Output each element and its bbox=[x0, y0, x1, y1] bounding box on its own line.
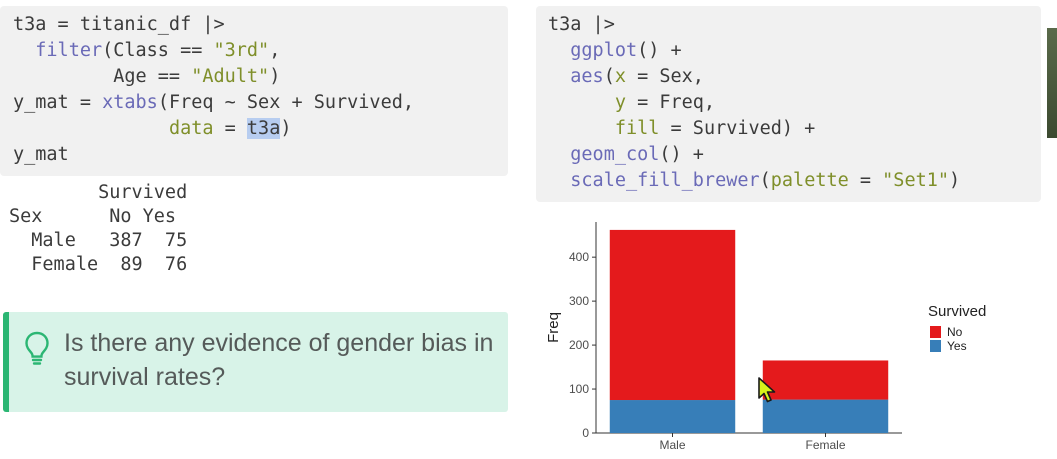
y-tick-label: 200 bbox=[569, 338, 589, 352]
question-callout: Is there any evidence of gender bias in … bbox=[3, 312, 508, 412]
callout-question-text: Is there any evidence of gender bias in … bbox=[64, 329, 494, 391]
x-tick-label: Female bbox=[805, 438, 845, 452]
y-tick-label: 0 bbox=[582, 426, 589, 440]
mouse-pointer-icon bbox=[757, 376, 779, 408]
legend-title: Survived bbox=[928, 303, 986, 320]
code-line: ggplot() + bbox=[570, 40, 682, 61]
code-line: Age == "Adult") bbox=[13, 66, 281, 87]
text-selection[interactable]: t3a bbox=[246, 118, 281, 139]
bar-male-no bbox=[609, 229, 736, 401]
bar-male-yes bbox=[609, 400, 736, 433]
code-line: filter(Class == "3rd", bbox=[35, 40, 281, 61]
code-line: scale_fill_brewer(palette = "Set1") bbox=[570, 170, 961, 191]
code-line: t3a |> bbox=[548, 14, 615, 35]
code-chunk-xtabs[interactable]: t3a = titanic_df |> filter(Class == "3rd… bbox=[0, 6, 508, 176]
y-axis-title: Freq bbox=[545, 312, 562, 343]
y-tick-label: 400 bbox=[569, 250, 589, 264]
code-line: fill = Survived) + bbox=[614, 118, 816, 139]
code-line: y = Freq, bbox=[614, 92, 716, 113]
x-tick-label: Male bbox=[659, 438, 685, 452]
y-tick-label: 100 bbox=[569, 382, 589, 396]
video-thumbnail-edge bbox=[1047, 28, 1057, 138]
code-line: data = t3a) bbox=[168, 118, 292, 139]
bar-female-yes bbox=[762, 399, 889, 433]
console-output-table: Survived Sex No Yes Male 387 75 Female 8… bbox=[9, 182, 188, 275]
bar-female-no bbox=[762, 360, 889, 400]
code-line: t3a = titanic_df |> bbox=[13, 14, 225, 35]
code-line: aes(x = Sex, bbox=[570, 66, 704, 87]
code-chunk-ggplot[interactable]: t3a |> ggplot() + aes(x = Sex, y = Freq,… bbox=[536, 6, 1041, 202]
code-line: geom_col() + bbox=[570, 144, 704, 165]
lightbulb-icon bbox=[24, 330, 50, 370]
code-line: y_mat bbox=[13, 144, 69, 165]
legend-swatch-yes bbox=[930, 340, 941, 352]
legend-label-yes: Yes bbox=[947, 339, 967, 353]
y-tick-label: 300 bbox=[569, 294, 589, 308]
legend-label-no: No bbox=[947, 325, 963, 339]
legend-swatch-no bbox=[930, 326, 941, 338]
code-line: y_mat = xtabs(Freq ~ Sex + Survived, bbox=[13, 92, 414, 113]
